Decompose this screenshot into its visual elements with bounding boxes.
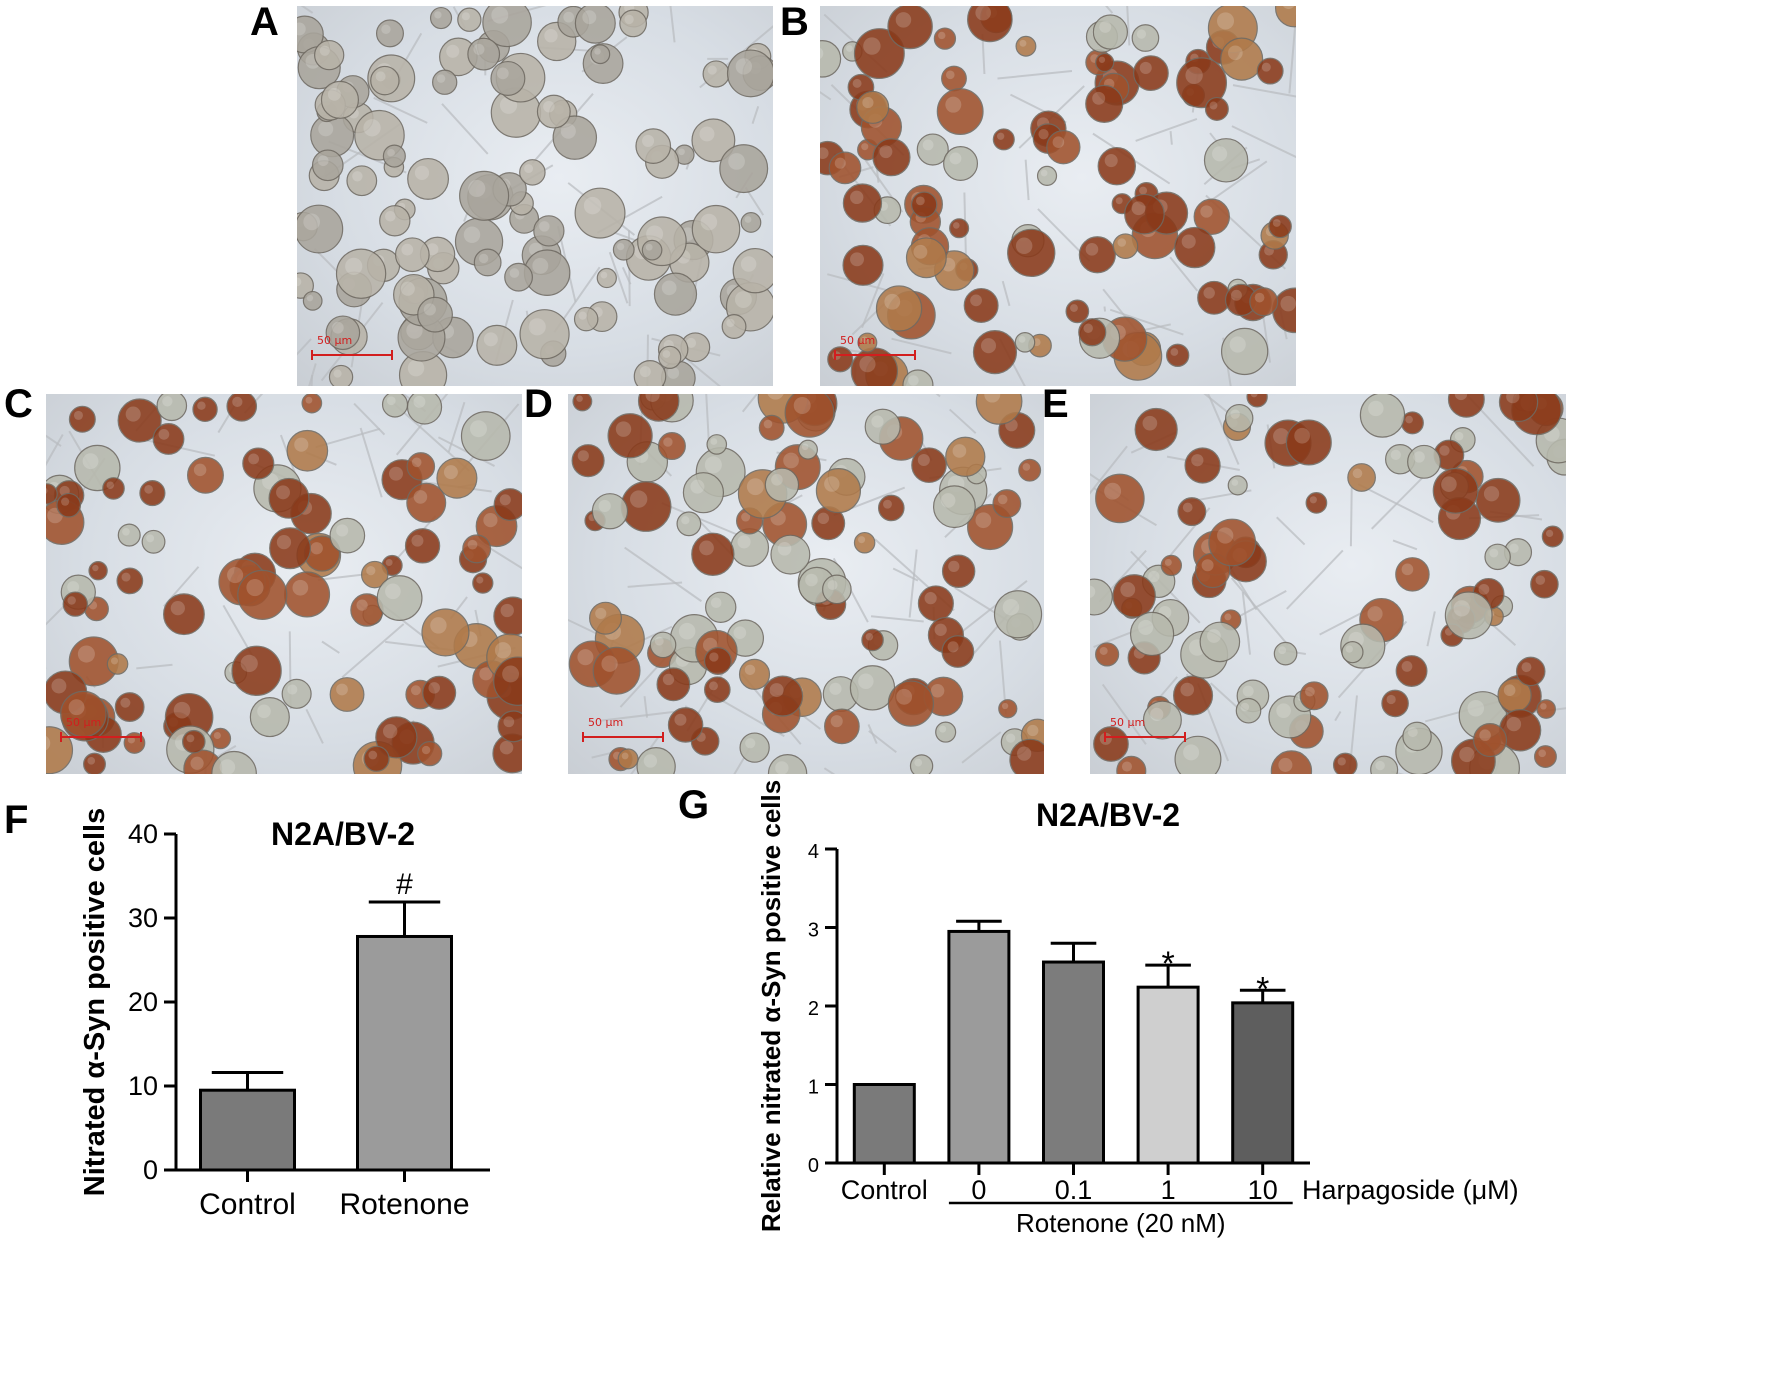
chart-g-bar-2	[1042, 960, 1105, 1165]
micrograph-e-cells	[1090, 394, 1566, 774]
chart-f-y-axis-label: Nitrated α-Syn positive cells	[79, 808, 111, 1197]
chart-g-dose-label: Harpagoside (μM)	[1302, 1175, 1519, 1205]
panel-letter-e: E	[1042, 382, 1069, 426]
chart-g-panel-letter: G	[678, 783, 709, 827]
chart-g-bar-4	[1231, 1001, 1295, 1165]
micrograph-b: 50 μm	[820, 6, 1296, 386]
panel-letter-d: D	[524, 382, 553, 426]
chart-f-y-tick-label: 30	[128, 903, 158, 933]
scale-bar-e-label: 50 μm	[1110, 716, 1146, 729]
chart-f-panel-letter: F	[4, 798, 28, 842]
micrograph-a: 50 μm	[297, 6, 773, 386]
chart-f-y-tick-label: 20	[128, 987, 158, 1017]
chart-f-y-tick-label: 0	[143, 1155, 158, 1185]
chart-g-x-tick-label-0: Control	[841, 1175, 928, 1205]
chart-g-x-tick-label-3: 1	[1161, 1175, 1176, 1205]
micrograph-b-cells	[820, 6, 1296, 386]
chart-g-bar-0	[852, 1083, 916, 1165]
micrograph-d: 50 μm	[568, 394, 1044, 774]
chart-g-y-tick-label: 2	[808, 998, 819, 1020]
micrograph-c-cells	[46, 394, 522, 774]
chart-g: G N2A/BV-2 Relative nitrated α-Syn positiv…	[678, 780, 1519, 1238]
chart-g-x-tick-label-2: 0.1	[1055, 1175, 1093, 1205]
scale-bar-d: 50 μm	[582, 716, 664, 742]
chart-g-x-tick-label-1: 0	[971, 1175, 986, 1205]
chart-g-group-label: Rotenone (20 nM)	[1016, 1208, 1226, 1238]
scale-bar-a: 50 μm	[311, 334, 393, 360]
chart-f-y-tick-label: 10	[128, 1071, 158, 1101]
panel-letter-a: A	[250, 0, 279, 44]
scale-bar-c-label: 50 μm	[66, 716, 102, 729]
chart-g-bar-1	[947, 929, 1011, 1165]
chart-g-y-axis-label: Relative nitrated α-Syn positive cells	[756, 780, 786, 1232]
panel-letter-b: B	[780, 0, 809, 44]
chart-f-y-tick-label: 40	[128, 819, 158, 849]
chart-f: F N2A/BV-2 Nitrated α-Syn positive cells 0 1…	[4, 798, 490, 1221]
scale-bar-c: 50 μm	[60, 716, 142, 742]
scale-bar-b-label: 50 μm	[840, 334, 876, 347]
chart-g-y-tick-label: 3	[808, 920, 819, 942]
chart-f-x-tick-label-0: Control	[199, 1188, 296, 1221]
chart-g-y-tick-label: 1	[808, 1077, 819, 1099]
micrograph-d-cells	[568, 394, 1044, 774]
chart-g-significance-3: *	[1161, 945, 1174, 983]
scale-bar-d-label: 50 μm	[588, 716, 624, 729]
panel-letter-c: C	[4, 382, 33, 426]
chart-g-title: N2A/BV-2	[1036, 797, 1180, 833]
chart-g-x-tick-label-4: 10	[1248, 1175, 1278, 1205]
chart-f-bar-1	[356, 934, 453, 1172]
chart-g-bar-3	[1136, 985, 1200, 1165]
chart-f-x-tick-label-1: Rotenone	[339, 1188, 469, 1221]
scale-bar-b: 50 μm	[834, 334, 916, 360]
scale-bar-a-label: 50 μm	[317, 334, 353, 347]
micrograph-e: 50 μm	[1090, 394, 1566, 774]
chart-f-significance-1: #	[396, 868, 413, 901]
micrograph-c: 50 μm	[46, 394, 522, 774]
chart-f-title: N2A/BV-2	[271, 816, 415, 852]
chart-g-significance-4: *	[1256, 970, 1269, 1008]
chart-g-y-tick-label: 0	[808, 1155, 819, 1177]
scale-bar-e: 50 μm	[1104, 716, 1186, 742]
chart-g-y-tick-label: 4	[808, 841, 819, 863]
chart-f-bar-0	[199, 1088, 296, 1172]
micrograph-a-cells	[297, 6, 773, 386]
